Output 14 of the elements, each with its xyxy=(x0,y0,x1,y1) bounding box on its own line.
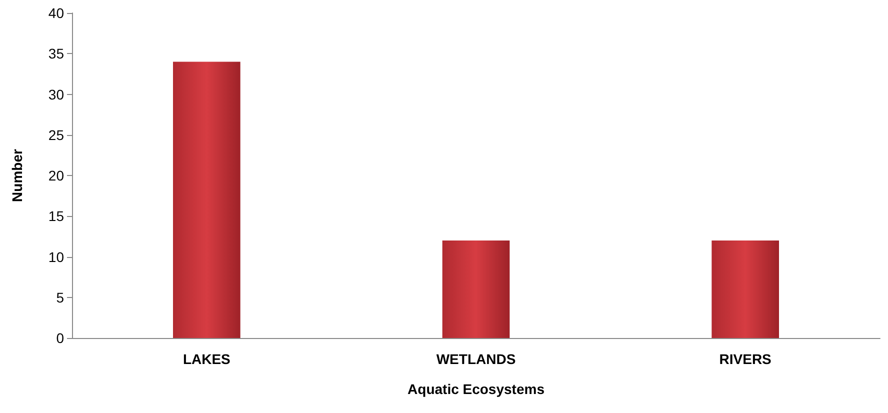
y-tick-label: 0 xyxy=(56,330,64,346)
y-tick-label: 40 xyxy=(48,5,64,21)
y-tick-label: 25 xyxy=(48,126,64,143)
y-tick-label: 5 xyxy=(56,289,64,306)
x-tick-label: WETLANDS xyxy=(436,351,516,367)
y-tick-label: 15 xyxy=(48,208,64,224)
y-tick-label: 30 xyxy=(48,86,64,102)
y-tick-label: 10 xyxy=(48,248,64,265)
x-tick-label: LAKES xyxy=(182,351,230,367)
y-tick-label: 35 xyxy=(48,46,64,62)
y-axis-title: Number xyxy=(9,148,25,202)
x-tick-label: RIVERS xyxy=(719,351,772,367)
y-tick-label: 20 xyxy=(48,168,64,184)
x-axis-title: Aquatic Ecosystems xyxy=(408,381,545,397)
